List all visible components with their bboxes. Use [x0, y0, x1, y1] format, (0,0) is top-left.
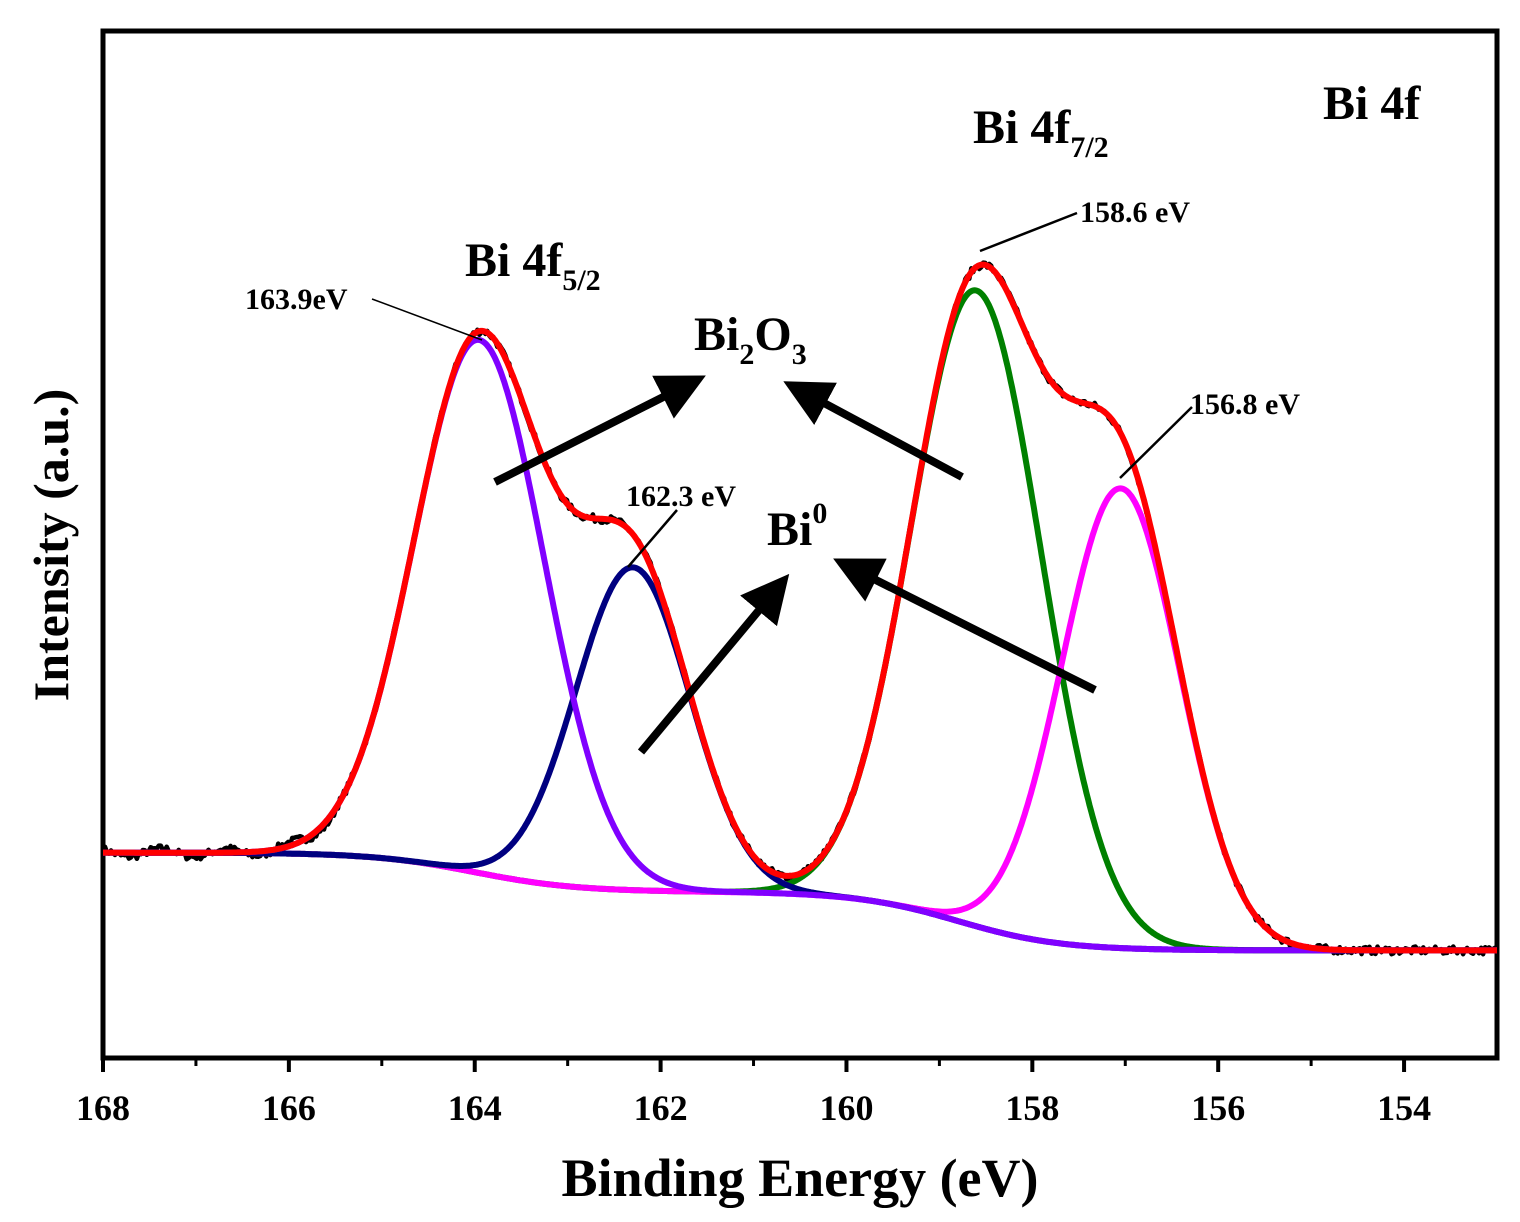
leader-162-3	[627, 509, 678, 568]
doublet-7-2-sub: 7/2	[1070, 131, 1108, 164]
x-tick-label: 162	[634, 1088, 688, 1128]
background-line-purple	[102, 850, 1498, 953]
oxide-main: Bi	[694, 308, 739, 361]
metal-main: Bi	[767, 503, 812, 556]
peak-leaders	[371, 211, 1193, 568]
x-tick-label: 166	[262, 1088, 316, 1128]
doublet-label-5-2: Bi 4f5/2	[465, 234, 601, 297]
leader-158-6	[979, 211, 1078, 253]
x-tick-label: 156	[1191, 1088, 1245, 1128]
doublet-5-2-sub: 5/2	[562, 264, 600, 297]
peak-label-162-3: 162.3 eV	[626, 480, 736, 513]
y-axis-title: Intensity (a.u.)	[23, 389, 79, 702]
doublet-7-2-main: Bi 4f	[973, 101, 1071, 154]
curves	[100, 260, 1500, 957]
oxide-mid: O	[754, 308, 791, 361]
doublet-5-2-main: Bi 4f	[465, 234, 563, 287]
oxide-label: Bi2O3	[694, 308, 807, 371]
oxide-sub-1: 2	[739, 338, 754, 371]
plot-frame	[100, 28, 1500, 1061]
peak-label-158-6: 158.6 eV	[1080, 196, 1190, 229]
x-tick-label: 168	[76, 1088, 130, 1128]
leader-156-8	[1119, 406, 1193, 479]
x-tick-label: 158	[1005, 1088, 1059, 1128]
leader-163-9	[371, 298, 483, 341]
component-bi2o3-5-2-line	[101, 336, 1499, 954]
arrow-to-oxide-right	[783, 381, 964, 481]
doublet-label-7-2: Bi 4f7/2	[973, 101, 1109, 164]
x-tick-label: 160	[819, 1088, 873, 1128]
arrows	[493, 375, 1097, 755]
arrow-to-oxide-left	[493, 375, 706, 486]
x-tick-label: 154	[1377, 1088, 1431, 1128]
x-axis-title: Binding Energy (eV)	[561, 1148, 1038, 1208]
oxide-sub-2: 3	[792, 338, 807, 371]
arrow-to-metal-right	[833, 558, 1097, 694]
metal-sup: 0	[812, 497, 827, 530]
x-tick-label: 164	[448, 1088, 502, 1128]
peak-label-156-8: 156.8 eV	[1190, 388, 1300, 421]
panel-label: Bi 4f	[1323, 77, 1421, 130]
background-line-green	[102, 850, 1498, 953]
arrow-to-metal-left	[637, 573, 790, 755]
envelope-fit-line	[101, 261, 1499, 954]
metal-label: Bi0	[767, 497, 827, 556]
peak-label-163-9: 163.9eV	[245, 283, 348, 316]
x-axis-ticks: 168 166 164 162 160 158 156 154	[76, 1058, 1431, 1128]
